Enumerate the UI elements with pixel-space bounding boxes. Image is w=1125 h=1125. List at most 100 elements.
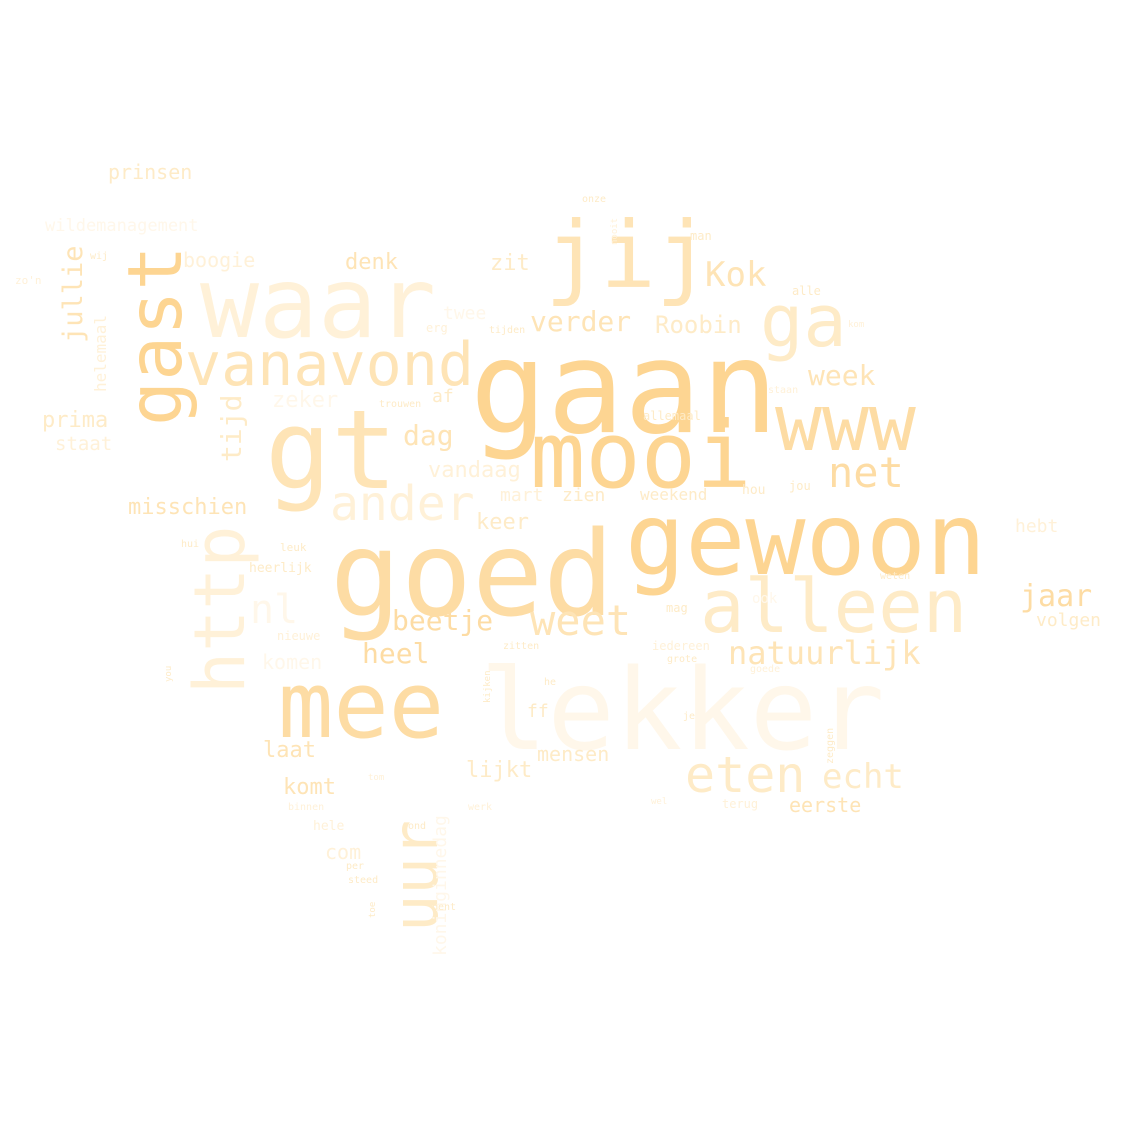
cloud-word: waar	[200, 247, 437, 361]
cloud-word: volgen	[1036, 610, 1102, 631]
cloud-word: vandaag	[428, 458, 521, 483]
cloud-word: hele	[313, 819, 345, 834]
cloud-word: trouwen	[379, 399, 422, 410]
cloud-word: wij	[90, 251, 109, 262]
cloud-word: boogie	[183, 248, 256, 272]
cloud-word: heerlijk	[249, 561, 312, 576]
cloud-word: prinsen	[108, 160, 193, 184]
cloud-word: toe	[368, 901, 378, 918]
cloud-word: ander	[330, 476, 475, 532]
cloud-word: misschien	[128, 495, 248, 520]
cloud-word: weekend	[640, 485, 708, 504]
cloud-word: www	[775, 379, 916, 469]
cloud-word: eten	[685, 746, 806, 804]
cloud-word: vanavond	[185, 330, 474, 400]
cloud-word: dag	[403, 419, 454, 452]
cloud-word: keer	[476, 510, 529, 535]
cloud-word: af	[432, 386, 454, 407]
cloud-word: hou	[742, 483, 766, 498]
cloud-word: nooit	[610, 217, 620, 245]
cloud-word: net	[828, 448, 904, 497]
cloud-word: lijkt	[466, 758, 533, 783]
cloud-word: komt	[283, 775, 336, 800]
cloud-word: iedereen	[652, 639, 710, 653]
cloud-word: zien	[562, 485, 606, 506]
cloud-word: ff	[527, 701, 549, 722]
cloud-word: jij	[545, 202, 712, 309]
cloud-word: kom	[848, 320, 865, 330]
cloud-word: lekker	[480, 646, 885, 776]
cloud-word: laat	[263, 738, 316, 763]
cloud-word: natuurlijk	[728, 634, 921, 672]
cloud-word: gt	[265, 386, 398, 514]
cloud-word: nl	[250, 587, 299, 633]
cloud-word: http	[179, 525, 261, 694]
cloud-word: erg	[426, 321, 448, 335]
cloud-word: man	[690, 229, 712, 243]
cloud-word: weten	[880, 571, 911, 582]
cloud-word: eerste	[789, 793, 862, 817]
cloud-word: week	[808, 359, 876, 392]
cloud-word: nieuwe	[277, 629, 321, 643]
cloud-word: denk	[345, 250, 398, 275]
cloud-word: zit	[490, 251, 530, 276]
cloud-word: staan	[768, 385, 799, 396]
cloud-word: kijken	[483, 670, 493, 703]
cloud-word: com	[325, 840, 362, 864]
cloud-word: echt	[822, 757, 904, 797]
cloud-word: jullie	[58, 245, 89, 343]
cloud-word: tijden	[489, 325, 526, 336]
cloud-word: hui	[181, 539, 200, 550]
cloud-word: jaar	[1020, 579, 1093, 614]
cloud-word: wel	[651, 797, 668, 807]
cloud-word: zitten	[503, 641, 540, 652]
cloud-word: leuk	[280, 541, 307, 554]
cloud-word: zo'n	[15, 274, 42, 287]
cloud-word: Roobin	[655, 311, 742, 339]
cloud-word: zeker	[272, 388, 339, 413]
cloud-word: tijd	[215, 394, 248, 462]
cloud-word: mee	[278, 652, 445, 759]
cloud-word: mart	[500, 485, 544, 506]
cloud-word: gast	[111, 245, 199, 426]
cloud-word: mag	[666, 601, 688, 615]
cloud-word: staat	[55, 433, 113, 455]
cloud-word: werk	[468, 802, 493, 813]
cloud-word: weet	[530, 596, 632, 645]
cloud-word: goede	[750, 664, 781, 675]
cloud-word: alleen	[700, 564, 968, 650]
cloud-word: ook	[752, 591, 778, 607]
cloud-word: he	[544, 677, 557, 688]
cloud-word: komen	[262, 650, 323, 674]
cloud-word: koninginnedag	[430, 815, 451, 956]
cloud-word: gewoon	[625, 481, 987, 598]
cloud-word: zeggen	[825, 727, 836, 764]
cloud-word: grote	[667, 654, 698, 665]
cloud-word: jou	[789, 479, 811, 493]
cloud-word: bent	[432, 902, 457, 913]
cloud-word: you	[164, 665, 174, 682]
cloud-word: beetje	[392, 604, 494, 637]
cloud-word: twee	[443, 303, 487, 324]
cloud-word: mensen	[537, 742, 610, 766]
cloud-word: ga	[760, 279, 847, 363]
cloud-word: rond	[402, 821, 427, 832]
cloud-word: Kok	[705, 255, 767, 295]
cloud-word: je	[683, 711, 696, 722]
cloud-word: heel	[362, 637, 430, 670]
cloud-word: per	[346, 861, 365, 872]
cloud-word: mooi	[530, 402, 752, 509]
cloud-word: allemaal	[643, 409, 701, 423]
cloud-word: hebt	[1015, 516, 1059, 537]
cloud-word: wildemanagement	[45, 216, 199, 236]
cloud-word: gaan	[470, 314, 779, 463]
cloud-word: verder	[530, 305, 632, 338]
cloud-word: prima	[42, 408, 109, 433]
cloud-word: terug	[722, 797, 759, 811]
cloud-word: alle	[792, 284, 821, 298]
cloud-word: helemaal	[91, 314, 110, 392]
cloud-word: goed	[330, 505, 615, 643]
cloud-word: onze	[582, 194, 607, 205]
cloud-word: binnen	[288, 802, 325, 813]
